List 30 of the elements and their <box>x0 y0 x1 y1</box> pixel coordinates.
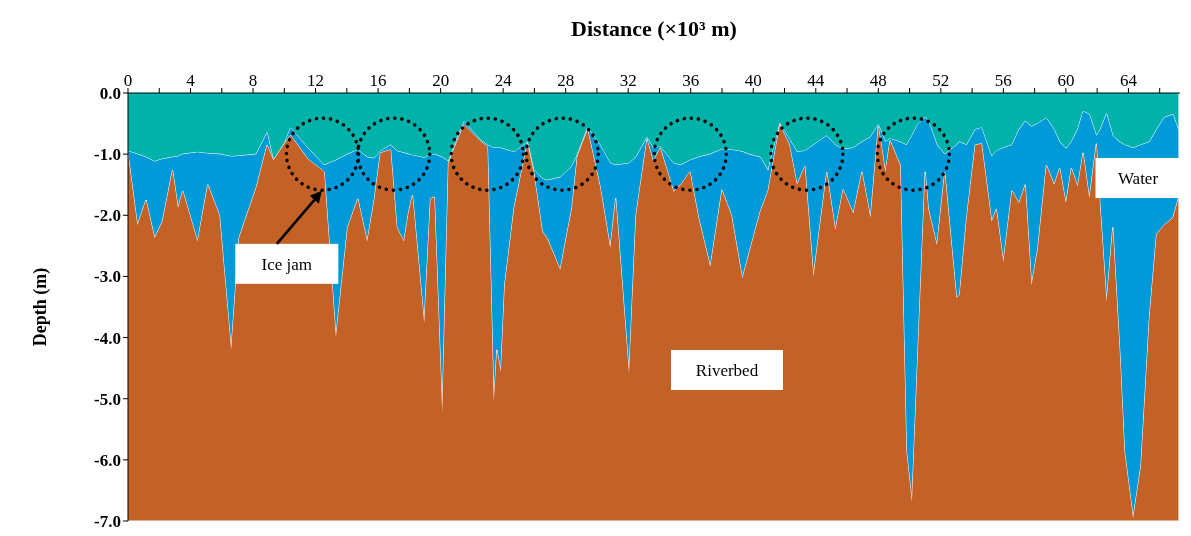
x-tick-label: 24 <box>494 71 513 90</box>
x-tick-label: 12 <box>307 71 325 90</box>
x-tick-label: 16 <box>369 71 387 90</box>
x-tick-label: 60 <box>1057 71 1075 90</box>
x-tick-label: 8 <box>248 71 258 90</box>
x-tick-label: 48 <box>869 71 887 90</box>
annotation: Riverbed <box>695 361 759 380</box>
y-tick-label: -7.0 <box>94 512 121 532</box>
y-tick-label: -6.0 <box>94 450 121 470</box>
y-tick-label: -3.0 <box>94 267 121 287</box>
x-tick-label: 44 <box>807 71 825 90</box>
y-tick-label: -1.0 <box>94 145 121 165</box>
x-tick-label: 4 <box>186 71 196 90</box>
x-axis-title: Distance (×10³ m) <box>571 16 737 41</box>
y-axis-title: Depth (m) <box>30 267 51 347</box>
y-tick-label: -4.0 <box>94 328 121 348</box>
x-tick-label: 20 <box>432 71 450 90</box>
x-tick-label: 0 <box>123 71 133 90</box>
x-tick-label: 36 <box>682 71 700 90</box>
x-tick-label: 32 <box>619 71 637 90</box>
y-tick-label: -2.0 <box>94 206 121 226</box>
annotation: Water <box>1117 169 1159 188</box>
x-tick-label: 56 <box>994 71 1012 90</box>
x-tick-label: 40 <box>744 71 762 90</box>
x-tick-label: 64 <box>1119 71 1138 90</box>
annotation: Ice jam <box>261 254 313 274</box>
x-tick-label: 28 <box>557 71 575 90</box>
y-tick-label: -5.0 <box>94 389 121 409</box>
y-tick-label: 0.0 <box>99 84 121 104</box>
x-tick-label: 52 <box>932 71 950 90</box>
